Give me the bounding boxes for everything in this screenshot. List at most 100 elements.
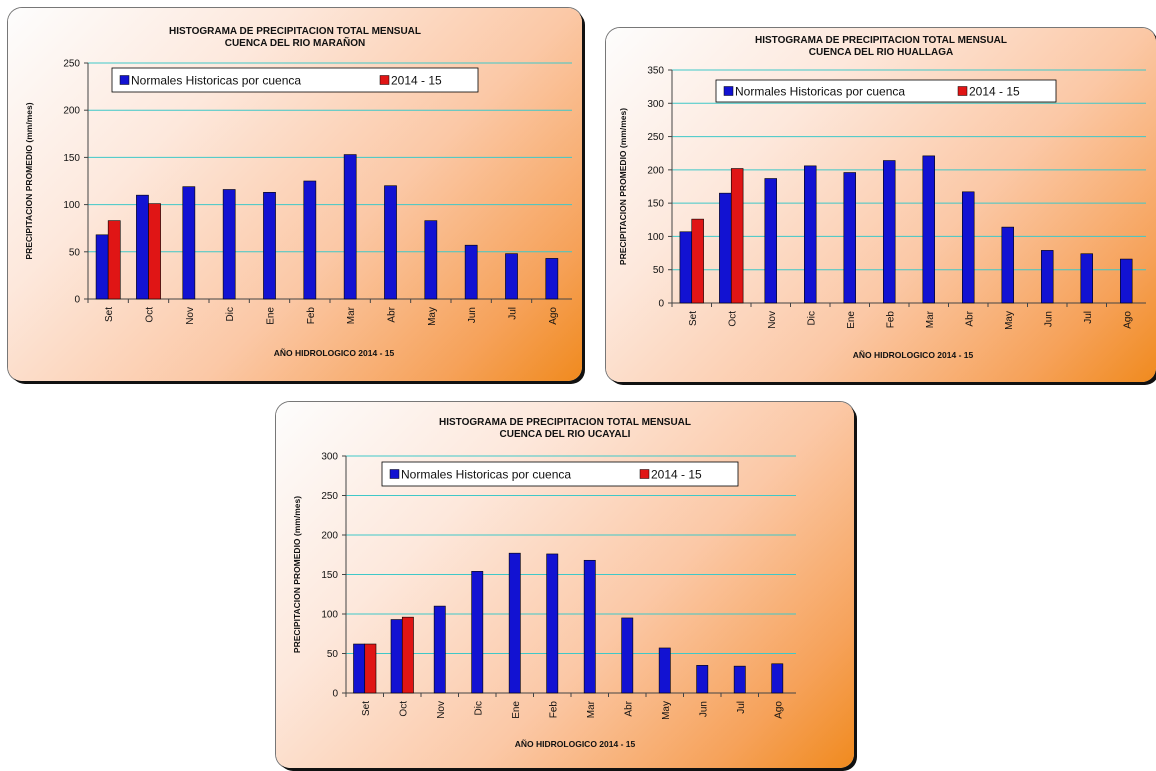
y-tick-label: 300 xyxy=(321,452,338,463)
chart-panel-maranon: HISTOGRAMA DE PRECIPITACION TOTAL MENSUA… xyxy=(8,8,582,381)
bar-normal xyxy=(222,189,236,300)
legend-label-normal: Normales Historicas por cuenca xyxy=(131,74,301,88)
x-axis-title: AÑO HIDROLOGICO 2014 - 15 xyxy=(515,739,636,749)
x-tick-label: Oct xyxy=(398,701,409,717)
x-tick-label: Jul xyxy=(508,307,519,320)
legend-swatch-normal xyxy=(389,469,400,479)
y-tick-label: 200 xyxy=(63,106,80,117)
y-tick-label: 250 xyxy=(647,132,664,143)
bar-normal xyxy=(843,172,856,304)
x-tick-label: Feb xyxy=(306,307,317,325)
bar-normal xyxy=(384,185,397,300)
x-tick-label: Abr xyxy=(623,700,634,716)
legend-label-2014-15: 2014 - 15 xyxy=(969,85,1020,99)
legend-label-2014-15: 2014 - 15 xyxy=(651,468,702,482)
y-axis-title: PRECIPITACION PROMEDIO (mm/mes) xyxy=(618,108,628,265)
y-tick-label: 50 xyxy=(327,649,339,660)
bar-normal xyxy=(545,258,559,300)
y-tick-label: 350 xyxy=(647,66,664,77)
x-tick-label: Jun xyxy=(698,701,709,717)
bar-normal xyxy=(505,253,518,300)
bar-normal xyxy=(1080,253,1093,304)
bar-normal xyxy=(390,619,403,694)
chart-svg-maranon: HISTOGRAMA DE PRECIPITACION TOTAL MENSUA… xyxy=(24,26,572,358)
bar-normal xyxy=(343,154,357,300)
y-tick-label: 0 xyxy=(74,295,80,306)
legend-swatch-normal xyxy=(119,75,130,85)
x-tick-label: Nov xyxy=(767,311,778,329)
y-axis-title: PRECIPITACION PROMEDIO (mm/mes) xyxy=(292,496,302,653)
y-tick-label: 100 xyxy=(647,232,664,243)
y-tick-label: 0 xyxy=(658,299,664,310)
x-tick-label: Nov xyxy=(185,307,196,325)
y-tick-label: 150 xyxy=(63,153,80,164)
bar-normal xyxy=(424,220,438,300)
x-tick-label: Ago xyxy=(548,307,559,325)
bar-normal xyxy=(182,186,196,300)
bar-normal xyxy=(962,191,975,304)
x-tick-label: Ago xyxy=(773,701,784,719)
x-tick-label: Feb xyxy=(548,701,559,719)
bar-normal xyxy=(583,559,596,694)
bar-normal xyxy=(508,552,521,694)
legend-box xyxy=(715,79,1057,103)
y-tick-label: 100 xyxy=(321,610,338,621)
x-tick-label: May xyxy=(661,701,672,720)
bar-2014-15 xyxy=(148,203,161,300)
y-tick-label: 50 xyxy=(69,247,81,258)
bar-normal xyxy=(922,155,935,304)
bar-normal xyxy=(95,234,109,300)
x-tick-label: May xyxy=(427,307,438,326)
legend-label-2014-15: 2014 - 15 xyxy=(391,74,442,88)
bar-normal xyxy=(804,165,817,304)
x-tick-label: Mar xyxy=(925,310,936,328)
y-tick-label: 250 xyxy=(63,59,80,70)
legend-label-normal: Normales Historicas por cuenca xyxy=(735,85,905,99)
y-tick-label: 150 xyxy=(647,199,664,210)
legend-box xyxy=(381,461,739,487)
x-tick-label: Jun xyxy=(467,307,478,323)
y-tick-label: 0 xyxy=(332,689,338,700)
x-tick-label: Dic xyxy=(225,307,236,321)
legend-label-normal: Normales Historicas por cuenca xyxy=(401,468,571,482)
x-tick-label: Nov xyxy=(436,701,447,719)
chart-svg-huallaga: HISTOGRAMA DE PRECIPITACION TOTAL MENSUA… xyxy=(618,35,1146,360)
bar-2014-15 xyxy=(730,168,744,304)
x-tick-label: Ago xyxy=(1122,311,1133,329)
x-tick-label: Abr xyxy=(387,306,398,322)
y-tick-label: 100 xyxy=(63,200,80,211)
y-axis-title: PRECIPITACION PROMEDIO (mm/mes) xyxy=(24,102,34,259)
bar-normal xyxy=(719,192,732,304)
x-tick-label: Set xyxy=(361,701,372,716)
x-tick-label: Abr xyxy=(964,310,975,326)
y-tick-label: 200 xyxy=(321,531,338,542)
x-tick-label: Set xyxy=(104,307,115,322)
chart-title: CUENCA DEL RIO UCAYALI xyxy=(500,429,631,440)
bar-normal xyxy=(771,663,784,694)
x-tick-label: Dic xyxy=(473,701,484,715)
x-axis-title: AÑO HIDROLOGICO 2014 - 15 xyxy=(274,348,395,358)
bar-normal xyxy=(696,665,709,694)
x-tick-label: Ene xyxy=(846,311,857,329)
chart-title: HISTOGRAMA DE PRECIPITACION TOTAL MENSUA… xyxy=(755,35,1007,46)
x-tick-label: Mar xyxy=(346,306,357,324)
legend-swatch-normal xyxy=(723,86,734,96)
chart-panel-ucayali: HISTOGRAMA DE PRECIPITACION TOTAL MENSUA… xyxy=(276,402,854,768)
legend-swatch-2014-15 xyxy=(957,86,968,96)
bar-normal xyxy=(464,244,478,300)
y-tick-label: 150 xyxy=(321,570,338,581)
bar-normal xyxy=(433,605,446,694)
bar-2014-15 xyxy=(691,218,704,304)
x-tick-label: Oct xyxy=(145,307,156,323)
bar-normal xyxy=(679,231,693,304)
chart-title: CUENCA DEL RIO HUALLAGA xyxy=(809,47,953,58)
bar-normal xyxy=(658,647,671,694)
legend-swatch-2014-15 xyxy=(379,75,390,85)
bar-normal xyxy=(1001,226,1014,304)
chart-title: HISTOGRAMA DE PRECIPITACION TOTAL MENSUA… xyxy=(169,26,421,37)
x-tick-label: Jun xyxy=(1043,311,1054,327)
bar-normal xyxy=(621,617,634,694)
bar-normal xyxy=(471,571,484,694)
y-tick-label: 50 xyxy=(653,265,665,276)
x-tick-label: Jul xyxy=(736,701,747,714)
